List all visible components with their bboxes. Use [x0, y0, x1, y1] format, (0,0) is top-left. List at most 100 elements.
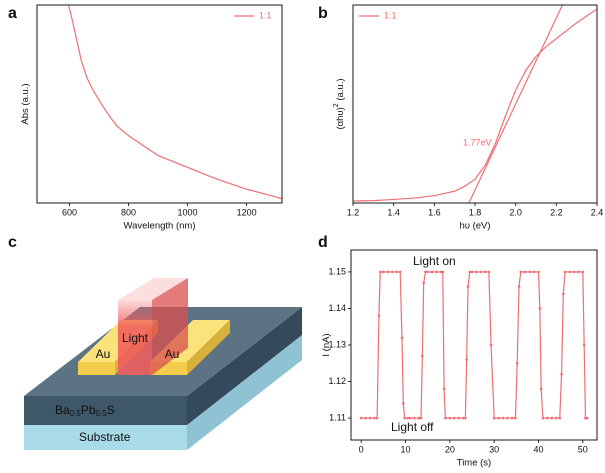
x-axis-label: Wavelength (nm)	[124, 221, 196, 232]
x-tick-label: 2.0	[509, 207, 522, 217]
x-tick-label: 10	[401, 444, 411, 454]
data-point	[582, 343, 586, 347]
data-point	[510, 416, 514, 420]
data-point	[523, 270, 527, 274]
data-point	[395, 270, 398, 274]
y-axis-label: I (nA)	[321, 333, 332, 356]
data-point	[373, 416, 376, 420]
plot-frame	[352, 4, 598, 204]
legend-label: 1:1	[384, 10, 397, 20]
film-label-part: 0.5	[96, 409, 108, 418]
data-point	[466, 285, 470, 288]
data-point	[528, 270, 531, 274]
data-point	[468, 270, 472, 274]
panel-letter: a	[8, 5, 17, 22]
data-point	[461, 416, 465, 420]
light-beam-side	[152, 278, 188, 375]
data-point	[577, 270, 580, 274]
film-label-part: S	[107, 403, 115, 417]
data-point	[484, 270, 487, 274]
data-point	[368, 416, 372, 420]
data-point	[402, 402, 405, 405]
data-point	[581, 270, 585, 274]
data-point	[465, 358, 468, 361]
data-point	[359, 416, 363, 420]
data-point	[448, 416, 452, 420]
data-point	[514, 416, 517, 420]
electrode-label: Au	[165, 347, 180, 361]
film-label: Ba0.5Pb0.5S	[55, 403, 115, 418]
x-tick-label: 2.4	[591, 207, 604, 217]
data-point	[546, 416, 549, 420]
data-point	[492, 416, 496, 420]
panel-letter: c	[8, 234, 17, 251]
film-label-part: 0.5	[70, 409, 82, 418]
y-axis-label: (αhυ)2 (a.u.)	[333, 78, 346, 129]
data-point	[400, 336, 404, 339]
x-tick-label: 50	[578, 444, 588, 454]
data-point	[421, 354, 424, 358]
data-point	[532, 270, 536, 274]
substrate-label: Substrate	[79, 430, 131, 444]
data-point	[382, 270, 385, 274]
device-diagram: c Light Au Au Ba0.5Pb0.5S Substrate	[8, 234, 302, 450]
annotation: Light off	[391, 420, 434, 434]
data-point	[572, 270, 576, 274]
x-tick-label: 1.2	[347, 207, 360, 217]
x-axis-label: Time (s)	[457, 458, 491, 469]
data-point	[422, 281, 425, 285]
data-point	[435, 270, 438, 274]
light-label: Light	[122, 331, 149, 345]
data-point	[517, 285, 521, 288]
data-point	[515, 361, 519, 365]
data-point	[501, 416, 505, 420]
data-point	[470, 270, 474, 274]
y-axis-label-part: Abs (a.u.)	[20, 83, 31, 124]
y-tick-label: 1.13	[328, 339, 346, 349]
data-point	[406, 416, 410, 420]
x-tick-label: 30	[489, 444, 499, 454]
x-tick-label: 600	[62, 207, 77, 217]
data-point	[489, 343, 493, 347]
data-point	[464, 416, 467, 420]
data-point	[541, 416, 545, 420]
y-tick-label: 1.11	[329, 412, 346, 422]
film-label-part: Ba	[55, 403, 70, 417]
annotation: Light on	[413, 254, 456, 268]
film-side	[187, 307, 302, 425]
light-beam	[118, 300, 152, 375]
light-beam-top	[118, 278, 188, 300]
x-tick-label: 1000	[178, 207, 198, 217]
data-point	[479, 270, 483, 274]
annotation: 1.77eV	[463, 137, 492, 147]
data-point	[424, 270, 427, 274]
data-point	[417, 416, 421, 420]
data-point	[452, 416, 456, 420]
data-point	[375, 416, 379, 420]
y-axis-label-part: 2	[333, 103, 340, 107]
x-tick-label: 2.2	[550, 207, 563, 217]
data-point	[378, 270, 382, 274]
data-point	[538, 307, 542, 310]
data-point	[585, 416, 589, 420]
x-tick-label: 1.4	[387, 207, 400, 217]
film-label-part: Pb	[81, 403, 96, 417]
y-tick-label: 1.15	[328, 266, 346, 276]
data-line	[468, 5, 563, 203]
x-tick-label: 1200	[237, 207, 257, 217]
x-tick-label: 20	[445, 444, 455, 454]
x-tick-label: 800	[121, 207, 136, 217]
data-point	[560, 372, 563, 376]
data-point	[550, 416, 554, 420]
data-point	[562, 292, 565, 296]
x-tick-label: 1.8	[469, 207, 482, 217]
y-tick-label: 1.12	[328, 376, 346, 386]
data-point	[497, 416, 500, 420]
x-tick-label: 0	[359, 444, 364, 454]
data-point	[390, 270, 394, 274]
data-point	[539, 387, 543, 391]
y-axis-label-part: (a.u.)	[335, 78, 346, 103]
data-point	[558, 416, 562, 420]
data-point	[487, 270, 491, 274]
data-line	[67, 5, 282, 200]
